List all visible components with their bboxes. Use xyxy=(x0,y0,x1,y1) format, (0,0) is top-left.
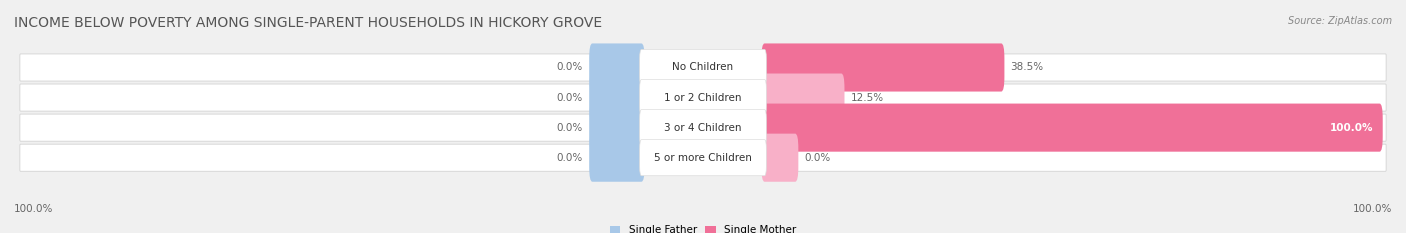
FancyBboxPatch shape xyxy=(20,54,1386,81)
FancyBboxPatch shape xyxy=(20,84,1386,111)
FancyBboxPatch shape xyxy=(589,104,644,152)
FancyBboxPatch shape xyxy=(640,49,766,86)
Text: 0.0%: 0.0% xyxy=(557,153,583,163)
Text: 0.0%: 0.0% xyxy=(557,93,583,103)
Text: 0.0%: 0.0% xyxy=(557,62,583,72)
Text: 1 or 2 Children: 1 or 2 Children xyxy=(664,93,742,103)
FancyBboxPatch shape xyxy=(762,43,1004,92)
FancyBboxPatch shape xyxy=(762,73,845,122)
Text: INCOME BELOW POVERTY AMONG SINGLE-PARENT HOUSEHOLDS IN HICKORY GROVE: INCOME BELOW POVERTY AMONG SINGLE-PARENT… xyxy=(14,16,602,30)
Text: 12.5%: 12.5% xyxy=(851,93,884,103)
FancyBboxPatch shape xyxy=(640,140,766,176)
Text: No Children: No Children xyxy=(672,62,734,72)
Text: 100.0%: 100.0% xyxy=(14,204,53,214)
FancyBboxPatch shape xyxy=(640,110,766,146)
FancyBboxPatch shape xyxy=(640,79,766,116)
Text: 5 or more Children: 5 or more Children xyxy=(654,153,752,163)
FancyBboxPatch shape xyxy=(762,134,799,182)
Text: 0.0%: 0.0% xyxy=(804,153,831,163)
Text: 3 or 4 Children: 3 or 4 Children xyxy=(664,123,742,133)
Text: 100.0%: 100.0% xyxy=(1353,204,1392,214)
FancyBboxPatch shape xyxy=(589,73,644,122)
FancyBboxPatch shape xyxy=(20,114,1386,141)
FancyBboxPatch shape xyxy=(589,43,644,92)
Text: 100.0%: 100.0% xyxy=(1330,123,1374,133)
Text: 38.5%: 38.5% xyxy=(1011,62,1043,72)
FancyBboxPatch shape xyxy=(762,104,1382,152)
Text: 0.0%: 0.0% xyxy=(557,123,583,133)
Legend: Single Father, Single Mother: Single Father, Single Mother xyxy=(606,221,800,233)
FancyBboxPatch shape xyxy=(20,144,1386,171)
FancyBboxPatch shape xyxy=(589,134,644,182)
Text: Source: ZipAtlas.com: Source: ZipAtlas.com xyxy=(1288,16,1392,26)
